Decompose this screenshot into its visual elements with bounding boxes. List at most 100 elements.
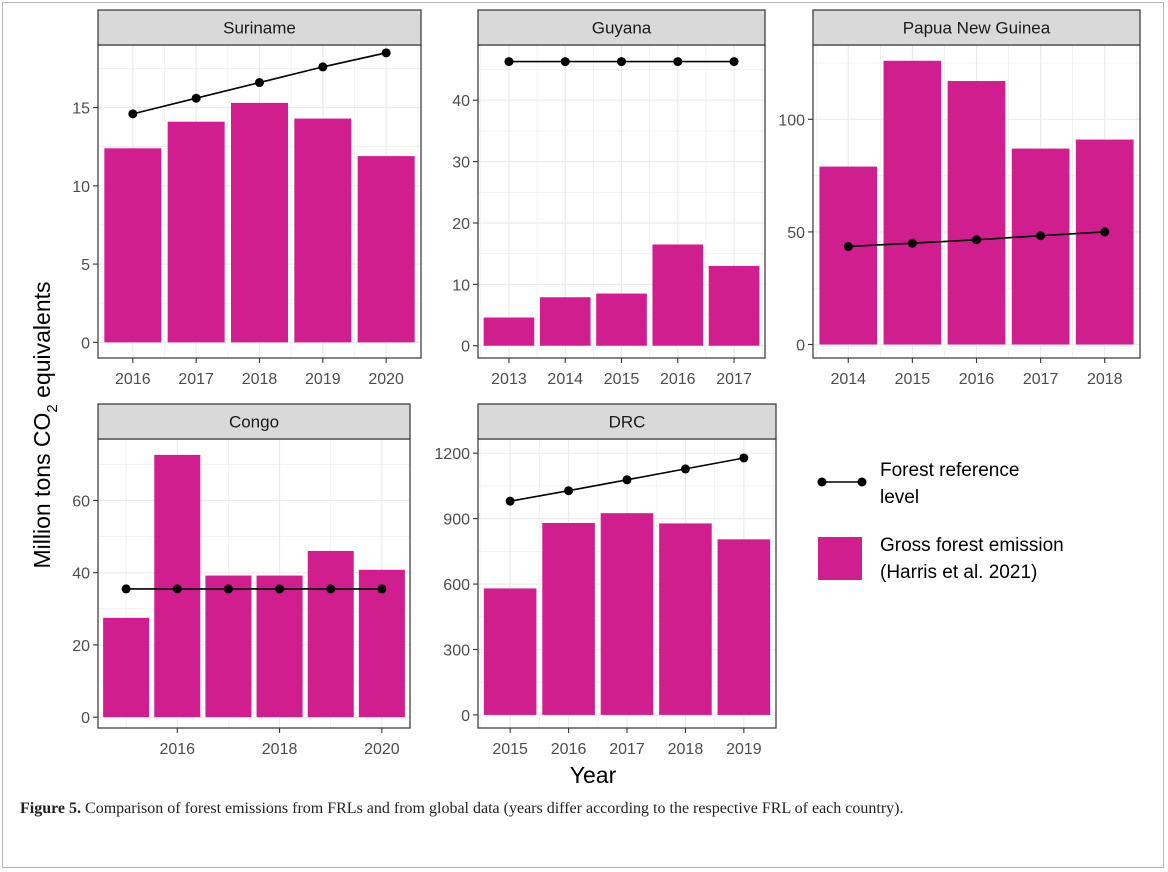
y-tick-label: 60 [72,493,90,510]
frl-point-2020 [377,584,387,594]
frl-point-2016 [128,109,138,119]
y-tick-label: 0 [461,339,470,356]
frl-point-2017 [729,57,739,67]
frl-point-2019 [739,453,749,463]
bar-gross-emission-2014 [539,297,591,346]
bar-gross-emission-2016 [652,244,704,346]
strip-guyana [477,9,766,46]
y-tick-label: 50 [787,225,805,242]
legend-bar-label-2: (Harris et al. 2021) [880,562,1037,583]
x-tick-label: 2019 [305,371,341,388]
bar-gross-emission-2016 [104,148,162,343]
caption-text: Comparison of forest emissions from FRLs… [81,800,904,817]
x-tick-label: 2013 [491,371,527,388]
frl-point-2016 [564,486,574,496]
frl-point-2015 [121,584,131,594]
bar-gross-emission-2018 [659,523,712,715]
x-tick-label: 2020 [368,371,404,388]
y-tick-label: 600 [443,577,470,594]
y-tick-label: 40 [452,93,470,110]
frl-point-2015 [617,57,626,67]
panel-background [98,439,410,728]
legend-bar-key [818,537,862,580]
y-tick-label: 10 [72,179,90,196]
frl-point-2017 [622,475,632,485]
bar-gross-emission-2015 [483,588,537,715]
y-tick-label: 0 [81,710,90,727]
legend-point-key-right [857,477,867,487]
y-tick-label: 1200 [434,446,470,463]
bar-gross-emission-2019 [307,550,354,718]
bar-gross-emission-2017 [205,575,252,718]
frl-point-2017 [223,584,233,594]
strip-suriname [97,9,422,46]
strip-label-papua-new-guinea: Papua New Guinea [903,19,1051,38]
x-tick-label: 2019 [726,741,762,758]
legend-bar-label-1: Gross forest emission [880,535,1064,556]
x-tick-label: 2016 [159,741,195,758]
x-tick-label: 2018 [242,371,278,388]
legend-line-label-2: level [880,487,919,508]
bar-gross-emission-2013 [483,317,535,346]
bar-gross-emission-2015 [596,293,647,346]
bar-gross-emission-2015 [103,617,150,718]
legend-point-key-left [817,477,827,487]
y-tick-label: 40 [72,566,90,583]
faceted-emissions-chart: Million tons CO2 equivalents Year Forest… [29,9,1141,788]
x-tick-label: 2014 [547,371,583,388]
strip-label-suriname: Suriname [223,19,296,38]
frl-point-2017 [1036,231,1046,241]
bar-gross-emission-2020 [357,156,415,343]
y-tick-label: 5 [81,257,90,274]
x-tick-label: 2016 [115,371,151,388]
bar-gross-emission-2015 [883,60,942,345]
x-tick-label: 2016 [660,371,696,388]
bar-gross-emission-2020 [358,569,405,718]
bar-gross-emission-2017 [600,513,654,715]
frl-point-2020 [381,48,391,58]
y-tick-label: 100 [778,112,805,129]
x-tick-label: 2014 [830,371,866,388]
x-axis-title: Year [570,762,617,788]
legend-line-label-1: Forest reference [880,460,1019,481]
frl-point-2014 [843,242,853,252]
x-tick-label: 2016 [551,741,587,758]
y-tick-label: 30 [452,155,470,172]
frl-point-2016 [972,235,981,245]
strip-papua-new-guinea [812,9,1141,46]
strip-label-drc: DRC [609,413,646,432]
y-tick-label: 10 [452,277,470,294]
y-axis-title: Million tons CO2 equivalents [29,281,61,568]
x-tick-label: 2016 [959,371,995,388]
panel-congo: Congo 0 20 40 60 2016 2018 2020 [72,403,411,758]
y-tick-label: 0 [461,708,470,725]
legend: Forest reference level Gross forest emis… [817,460,1064,583]
frl-point-2018 [275,584,285,594]
frl-point-2014 [560,57,570,67]
x-tick-label: 2015 [895,371,931,388]
y-tick-label: 20 [452,216,470,233]
bar-gross-emission-2019 [294,118,352,343]
bar-gross-emission-2018 [256,575,303,718]
frl-point-2019 [318,62,328,72]
y-tick-label: 15 [72,101,90,118]
x-tick-label: 2018 [262,741,298,758]
bar-gross-emission-2017 [167,121,225,343]
frl-point-2013 [504,57,514,67]
frl-point-2017 [191,93,201,103]
frl-point-2018 [255,78,264,88]
frl-point-2018 [1100,227,1110,237]
x-tick-label: 2020 [364,741,400,758]
frl-point-2016 [172,584,182,594]
x-tick-label: 2015 [492,741,528,758]
y-tick-label: 20 [72,638,90,655]
panel-drc: DRC 0 300 600 900 1200 2015 2016 2017 2018 2019 [434,403,777,758]
bar-gross-emission-2016 [542,522,595,715]
strip-drc [477,403,777,440]
bar-gross-emission-2014 [819,166,878,345]
frl-point-2018 [680,464,690,474]
frl-point-2019 [326,584,336,594]
x-tick-label: 2015 [604,371,640,388]
caption-label: Figure 5. [20,800,82,817]
